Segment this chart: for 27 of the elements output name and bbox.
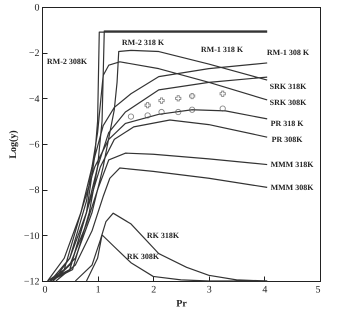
y-tick-label: −10 [24, 230, 40, 242]
x-tick-label: 4 [262, 284, 268, 296]
x-tick-label: 5 [316, 284, 320, 296]
annotation: RM-1 318 K [200, 45, 244, 54]
y-tick-label: −8 [28, 185, 40, 196]
y-axis-title: Log(y) [8, 130, 19, 159]
x-axis-title: Pr [176, 298, 188, 310]
annotation: MMM 308K [270, 183, 314, 192]
annotation: MMM 318K [270, 160, 314, 169]
annotation: RM-2 318 K [122, 38, 165, 47]
x-tick-label: 3 [206, 284, 212, 296]
y-tick-label: −2 [28, 48, 40, 60]
annotation: SRK 308K [270, 98, 308, 107]
x-tick-label: 1 [96, 284, 101, 296]
x-tick-label: 0 [42, 284, 48, 296]
annotation: RM-2 308K [46, 57, 88, 66]
annotation: PR 318 K [270, 119, 304, 128]
annotation: RK 318K [146, 231, 180, 240]
annotation: RM-1 308 K [266, 48, 310, 57]
annotation: PR 308K [272, 135, 304, 144]
y-tick-label: −12 [24, 276, 40, 288]
x-tick-label: 2 [151, 284, 156, 296]
annotation: SRK 318K [270, 82, 308, 91]
y-tick-label: −6 [28, 140, 40, 150]
y-tick-label: −4 [28, 94, 40, 105]
annotation: RK 308K [126, 252, 160, 261]
y-tick-label: 0 [34, 2, 40, 14]
